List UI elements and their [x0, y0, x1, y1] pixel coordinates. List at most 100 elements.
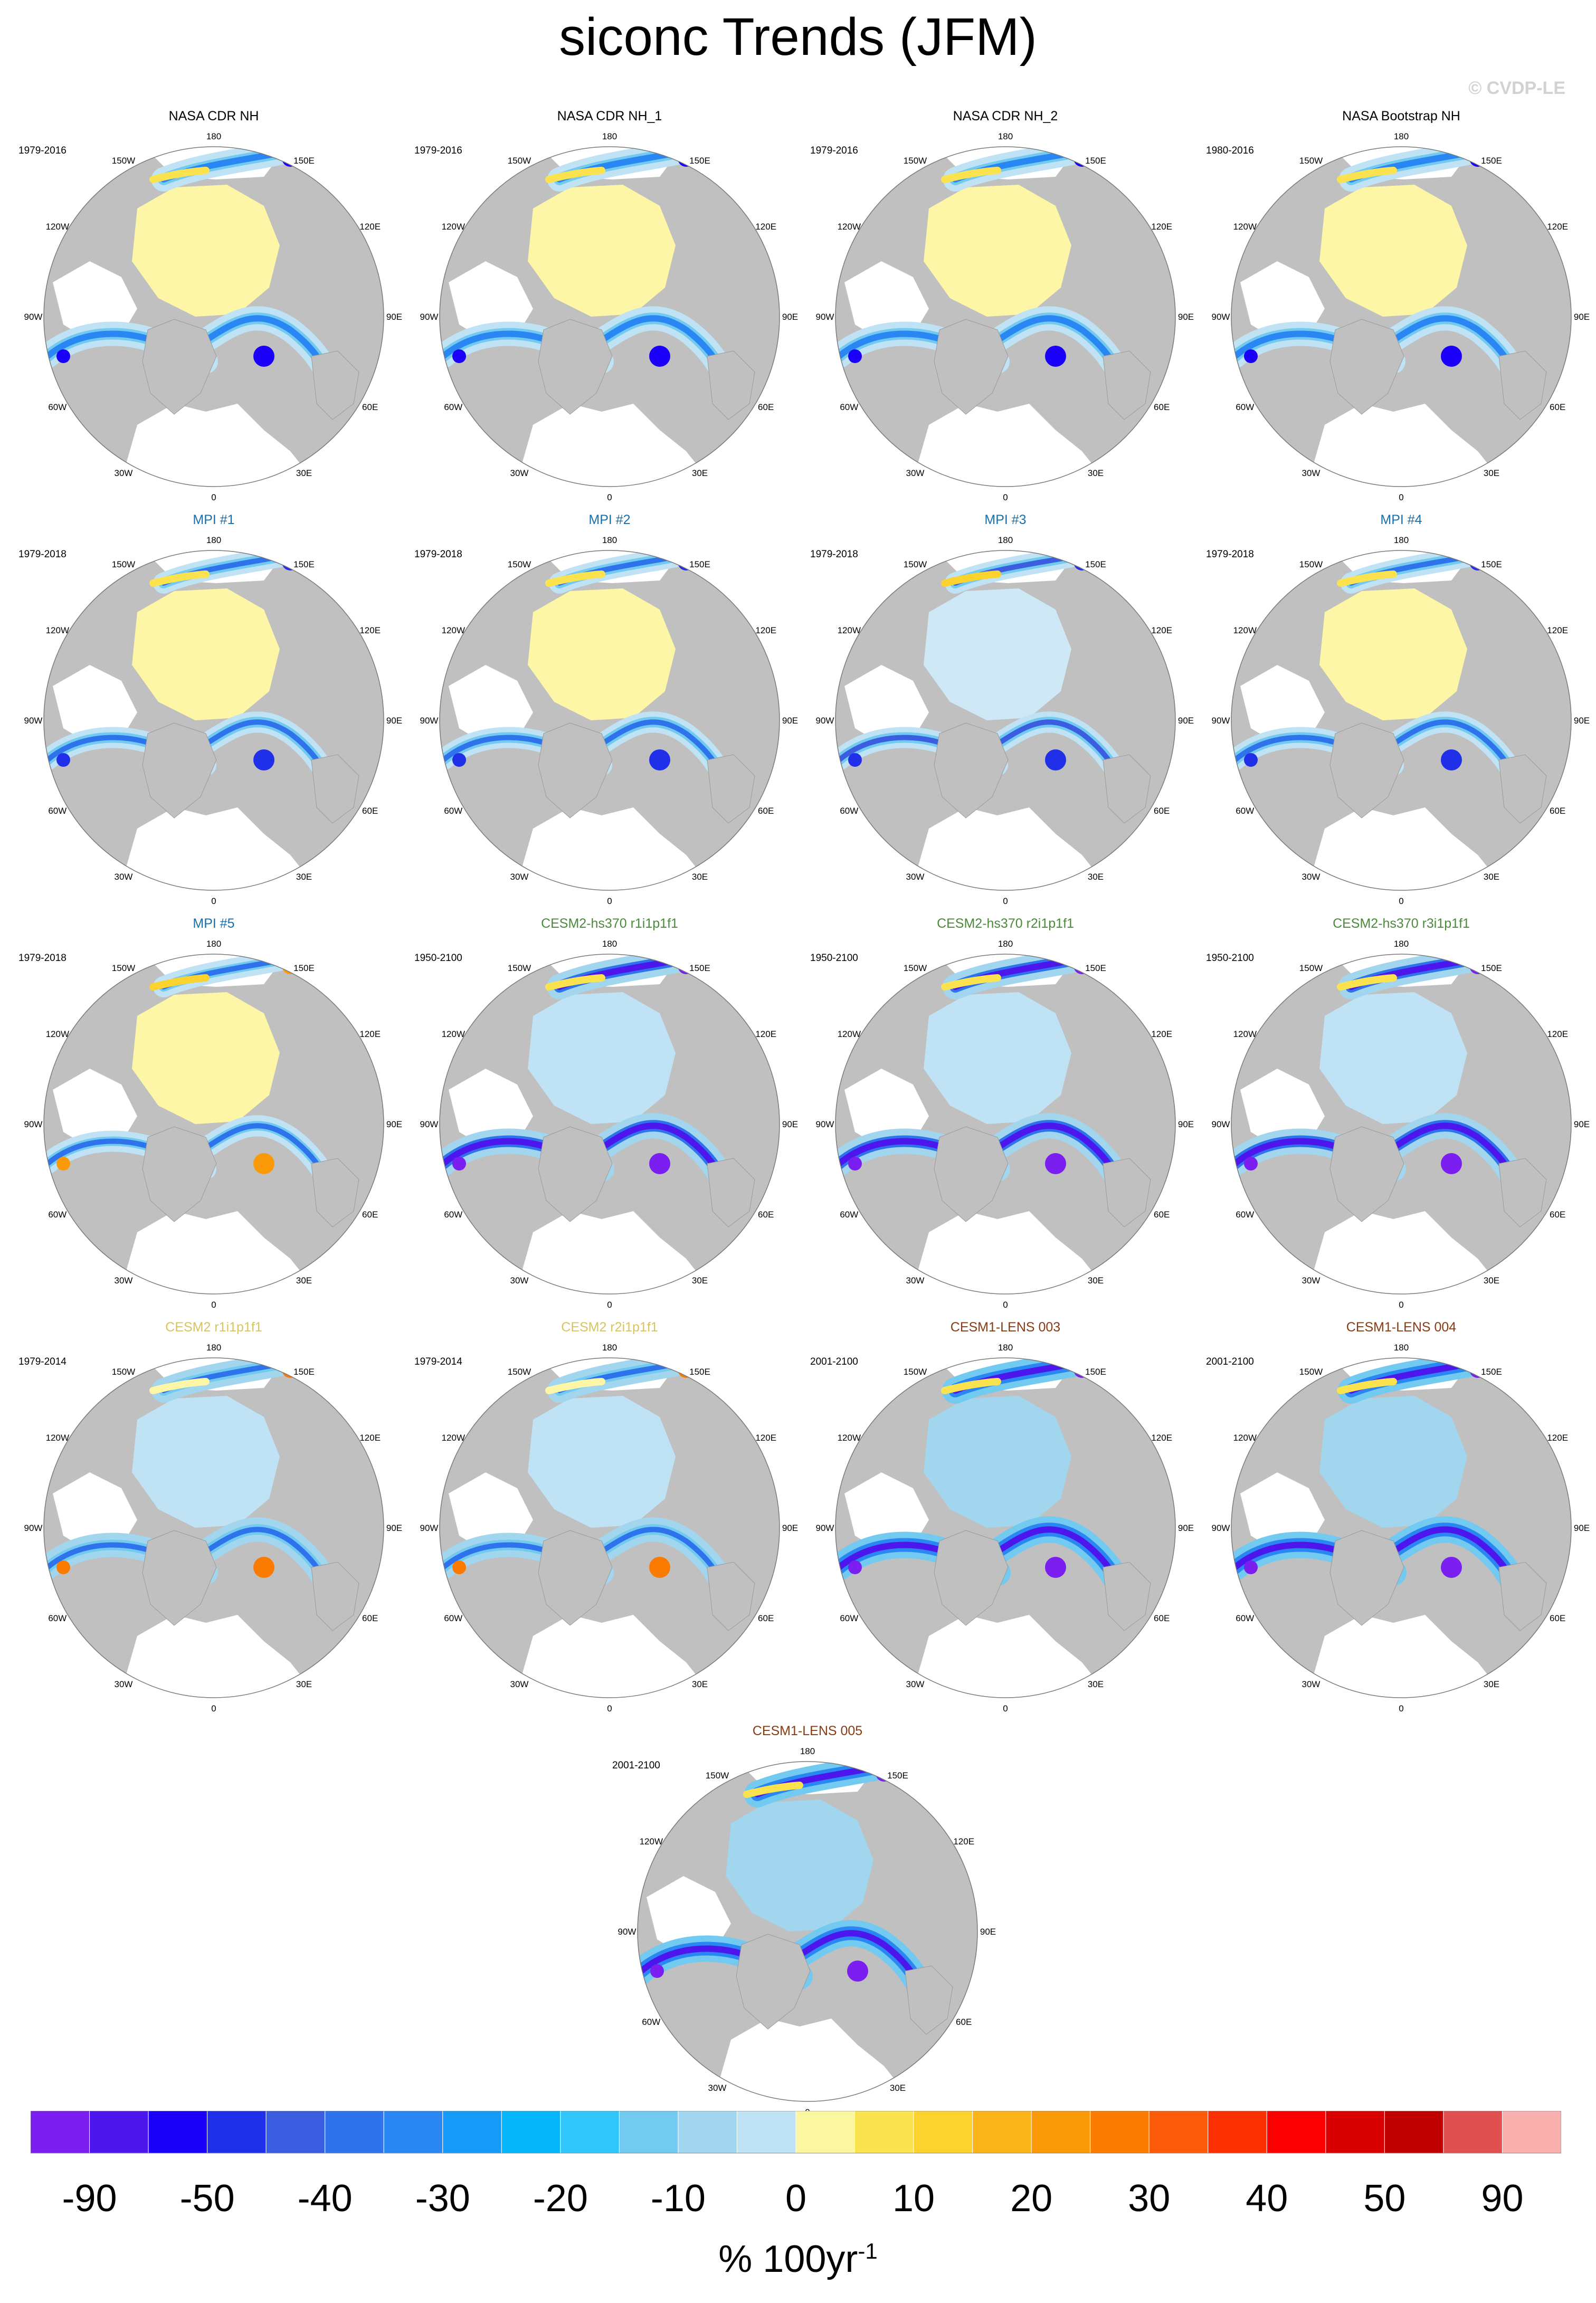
polar-map: 180 150E 120E 90E 60E 30E 0 30W 60W 90W 120W 150W	[1212, 939, 1590, 1310]
colorbar-tick-label: -40	[298, 2177, 353, 2220]
colorbar-tick-label: -50	[180, 2177, 235, 2220]
period-label: 1979-2018	[18, 549, 66, 560]
longitude-label: 0	[1003, 896, 1008, 906]
strong-trend-spot	[848, 1560, 862, 1574]
longitude-label: 30W	[510, 1679, 529, 1689]
greenland	[1329, 1530, 1404, 1626]
longitude-label: 30E	[692, 1276, 708, 1286]
colorbar-swatch	[1325, 2111, 1385, 2154]
panel-title: MPI #2	[588, 512, 631, 527]
period-label: 1950-2100	[1206, 953, 1254, 964]
polar-map: 180 150E 120E 90E 60E 30E 0 30W 60W 90W 120W 150W	[24, 535, 403, 906]
longitude-label: 30W	[1302, 872, 1320, 882]
longitude-label: 60E	[758, 1210, 774, 1220]
longitude-label: 90E	[386, 312, 402, 322]
hudson-bay	[1240, 1069, 1325, 1148]
longitude-label: 60E	[1154, 806, 1170, 816]
longitude-label: 150E	[293, 559, 315, 569]
longitude-label: 60E	[956, 2017, 972, 2027]
hudson-bay	[844, 665, 929, 744]
longitude-label: 150E	[689, 963, 710, 973]
scandinavia	[1498, 754, 1547, 824]
arctic-ocean-ice	[132, 185, 280, 317]
longitude-label: 60W	[444, 402, 462, 412]
strong-trend-spot	[650, 1964, 664, 1978]
strong-trend-spot	[1244, 349, 1258, 363]
longitude-label: 120E	[953, 1836, 974, 1847]
map-panel: 180 150E 120E 90E 60E 30E 0 30W 60W 90W 120W 150W MP…	[412, 512, 808, 906]
polar-map: 180 150E 120E 90E 60E 30E 0 30W 60W 90W 120W 150W	[1212, 131, 1590, 502]
longitude-label: 60E	[1154, 402, 1170, 412]
colorbar-swatch	[207, 2111, 267, 2154]
longitude-label: 60W	[444, 1613, 462, 1623]
longitude-label: 90E	[782, 1523, 798, 1533]
longitude-label: 30E	[1484, 468, 1499, 478]
longitude-label: 30W	[906, 1679, 925, 1689]
longitude-label: 150W	[904, 963, 927, 973]
longitude-label: 90E	[980, 1927, 996, 1937]
period-label: 1979-2014	[414, 1356, 462, 1367]
longitude-label: 150W	[112, 156, 135, 166]
longitude-label: 120W	[46, 222, 69, 232]
longitude-label: 150W	[508, 559, 531, 569]
longitude-label: 0	[607, 896, 612, 906]
scandinavia	[311, 1158, 359, 1227]
longitude-label: 150E	[887, 1771, 908, 1781]
longitude-label: 90E	[1574, 312, 1590, 322]
longitude-label: 120E	[359, 1433, 381, 1443]
strong-trend-spot	[1045, 1153, 1066, 1174]
map-boundary	[439, 550, 780, 891]
longitude-label: 60W	[48, 402, 66, 412]
map-boundary	[439, 954, 780, 1295]
longitude-label: 150W	[112, 1367, 135, 1377]
hudson-bay	[449, 1472, 533, 1552]
longitude-label: 30W	[1302, 1679, 1320, 1689]
longitude-label: 120W	[1233, 625, 1257, 635]
colorbar-swatch	[1266, 2111, 1326, 2154]
longitude-label: 90W	[24, 312, 43, 322]
longitude-label: 60E	[758, 402, 774, 412]
map-boundary	[439, 1357, 780, 1698]
strong-trend-spot	[848, 349, 862, 363]
longitude-label: 180	[1394, 1343, 1409, 1353]
colorbar-tick-label: 30	[1128, 2177, 1170, 2220]
polar-map: 180 150E 120E 90E 60E 30E 0 30W 60W 90W 120W 150W	[816, 535, 1194, 906]
longitude-label: 120E	[1547, 222, 1568, 232]
map-boundary	[43, 1357, 384, 1698]
longitude-label: 90E	[386, 1523, 402, 1533]
longitude-label: 0	[1399, 1704, 1403, 1714]
scandinavia	[311, 1562, 359, 1631]
longitude-label: 150E	[1085, 1367, 1106, 1377]
longitude-label: 60E	[1154, 1613, 1170, 1623]
period-label: 1979-2016	[18, 145, 66, 156]
arctic-ocean-ice	[528, 588, 676, 720]
strong-trend-spot	[452, 1560, 466, 1574]
longitude-label: 0	[211, 492, 216, 502]
longitude-label: 60E	[1550, 1210, 1565, 1220]
panel-title: CESM2 r1i1p1f1	[165, 1320, 262, 1335]
map-boundary	[43, 954, 384, 1295]
strong-trend-spot	[649, 1557, 670, 1578]
longitude-label: 180	[998, 1343, 1013, 1353]
arctic-ocean-ice	[924, 588, 1071, 720]
arctic-ocean-ice	[132, 588, 280, 720]
positive-trend-band	[941, 1378, 1001, 1394]
map-panel: 180 150E 120E 90E 60E 30E 0 30W 60W 90W 120W 150W NA…	[16, 108, 412, 502]
colorbar-swatch	[678, 2111, 737, 2154]
longitude-label: 90E	[1178, 1119, 1194, 1129]
longitude-label: 120W	[442, 1433, 465, 1443]
longitude-label: 120E	[755, 625, 776, 635]
greenland	[538, 1126, 613, 1222]
longitude-label: 90E	[1574, 1119, 1590, 1129]
positive-trend-band	[149, 570, 210, 587]
longitude-label: 120W	[442, 625, 465, 635]
scandinavia	[1103, 350, 1151, 420]
longitude-label: 90W	[24, 1523, 43, 1533]
longitude-label: 90W	[816, 312, 834, 322]
longitude-label: 30E	[1088, 468, 1104, 478]
map-boundary	[439, 146, 780, 487]
longitude-label: 150E	[1481, 559, 1502, 569]
longitude-label: 60E	[758, 1613, 774, 1623]
longitude-label: 30W	[115, 1679, 133, 1689]
panel-title: NASA CDR NH_2	[953, 109, 1058, 123]
